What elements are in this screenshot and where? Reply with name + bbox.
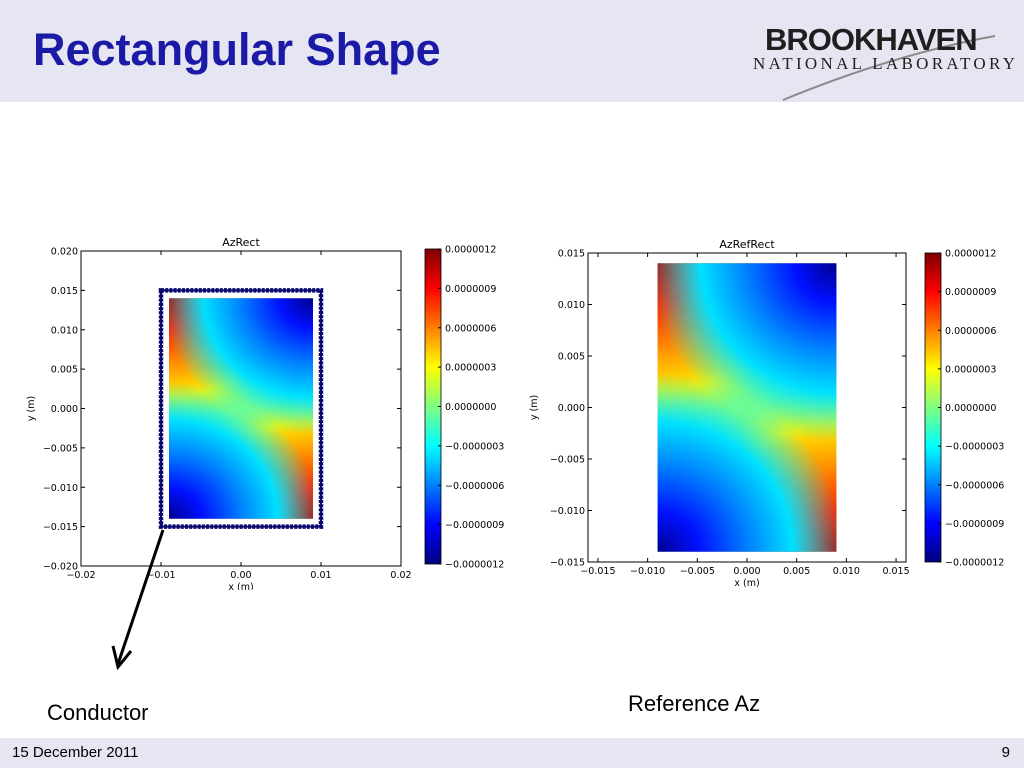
chart-title: AzRect xyxy=(222,236,260,249)
x-tick-label: −0.010 xyxy=(630,566,665,577)
x-tick-label: 0.01 xyxy=(310,570,331,581)
x-axis-label: x (m) xyxy=(228,582,253,590)
x-tick-label: −0.01 xyxy=(146,570,175,581)
x-tick-label: 0.010 xyxy=(833,566,860,577)
logo-swoosh xyxy=(782,35,996,101)
colorbar-tick-label: 0.0000000 xyxy=(445,402,496,413)
chart-azrect: −0.02 −0.01 0.00 0.01 0.02 −0.020 −0.015 −0.010… xyxy=(26,236,504,590)
brookhaven-logo: BROOKHAVEN NATIONAL LABORATORY xyxy=(745,14,1024,102)
field-lobe-neg xyxy=(169,298,313,435)
y-axis-label: y (m) xyxy=(529,395,540,420)
y-tick-label: −0.015 xyxy=(550,558,585,569)
y-tick-label: −0.015 xyxy=(43,522,78,533)
colorbar-tick-label: 0.0000003 xyxy=(945,364,996,375)
y-tick-label: −0.010 xyxy=(550,506,585,517)
page-number: 9 xyxy=(1001,744,1010,761)
y-tick-label: 0.010 xyxy=(558,300,585,311)
header-bar: Rectangular Shape BROOKHAVEN NATIONAL LA… xyxy=(0,0,1024,102)
conductor-outline xyxy=(158,288,324,529)
field-lobe-neg xyxy=(169,382,313,519)
colorbar-tick-label: −0.0000009 xyxy=(445,520,504,531)
x-tick-label: 0.00 xyxy=(230,570,251,581)
colorbar-tick-label: −0.0000003 xyxy=(445,441,504,452)
y-tick-label: 0.010 xyxy=(51,325,78,336)
chart-azrefrect: −0.015 −0.010 −0.005 0.000 0.005 0.010 0.015 −0… xyxy=(529,238,1004,589)
x-tick-label: −0.005 xyxy=(680,566,715,577)
x-tick-label: 0.02 xyxy=(390,570,411,581)
caption-conductor: Conductor xyxy=(47,700,149,725)
colorbar-tick-label: −0.0000006 xyxy=(945,480,1004,491)
field-lobe-neg xyxy=(657,372,837,552)
x-tick-label: −0.02 xyxy=(66,570,95,581)
footer-bar: 15 December 2011 9 xyxy=(0,738,1024,768)
logo-wordmark: BROOKHAVEN xyxy=(765,22,978,57)
y-tick-label: −0.005 xyxy=(43,443,78,454)
colorbar-tick-label: −0.0000006 xyxy=(445,481,504,492)
x-axis-label: x (m) xyxy=(734,578,759,589)
y-tick-label: −0.020 xyxy=(43,562,78,573)
y-tick-label: 0.000 xyxy=(51,404,78,415)
logo-subtitle: NATIONAL LABORATORY xyxy=(753,54,1019,73)
x-tick-label: −0.015 xyxy=(580,566,615,577)
field-lobe-neg xyxy=(657,263,837,443)
field-heatmap xyxy=(169,298,313,519)
chart-title: AzRefRect xyxy=(719,238,775,251)
colorbar-tick-label: −0.0000012 xyxy=(445,560,504,571)
colorbar-tick-label: −0.0000003 xyxy=(945,442,1004,453)
y-tick-label: 0.005 xyxy=(51,365,78,376)
y-tick-label: 0.000 xyxy=(558,403,585,414)
y-tick-label: 0.015 xyxy=(558,249,585,260)
y-tick-label: 0.005 xyxy=(558,352,585,363)
colorbar-tick-label: −0.0000009 xyxy=(945,519,1004,530)
colorbar-tick-label: 0.0000009 xyxy=(445,284,496,295)
footer-date: 15 December 2011 xyxy=(12,744,139,761)
x-tick-label: 0.000 xyxy=(733,566,760,577)
y-axis-label: y (m) xyxy=(26,396,37,421)
slide-title: Rectangular Shape xyxy=(33,24,441,75)
colorbar-tick-label: 0.0000000 xyxy=(945,403,996,414)
colorbar-tick-label: 0.0000009 xyxy=(945,287,996,298)
colorbar-tick-label: 0.0000006 xyxy=(445,323,496,334)
colorbar-tick-label: −0.0000012 xyxy=(945,558,1004,569)
colorbar-tick-label: 0.0000003 xyxy=(445,363,496,374)
caption-reference-az: Reference Az xyxy=(628,691,761,716)
x-tick-label: 0.015 xyxy=(882,566,909,577)
x-tick-label: 0.005 xyxy=(783,566,810,577)
colorbar-tick-label: 0.0000006 xyxy=(945,326,996,337)
colorbar-tick-label: 0.0000012 xyxy=(945,249,996,260)
colorbar-tick-label: 0.0000012 xyxy=(445,245,496,256)
y-tick-label: −0.005 xyxy=(550,455,585,466)
y-tick-label: 0.020 xyxy=(51,247,78,258)
field-heatmap xyxy=(657,263,837,552)
y-tick-label: 0.015 xyxy=(51,286,78,297)
y-tick-label: −0.010 xyxy=(43,483,78,494)
